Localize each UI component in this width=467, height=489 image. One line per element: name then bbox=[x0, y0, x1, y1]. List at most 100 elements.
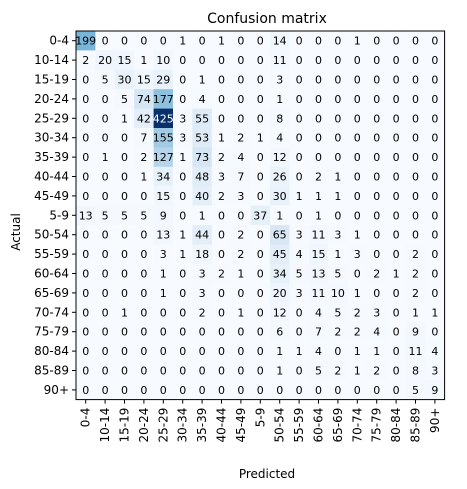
heatmap-cell bbox=[270, 341, 290, 362]
heatmap-cell bbox=[328, 128, 349, 148]
cell-value: 0 bbox=[218, 112, 225, 125]
heatmap-cell bbox=[153, 205, 174, 226]
cell-value: 0 bbox=[393, 345, 400, 358]
heatmap-cell bbox=[270, 128, 290, 148]
heatmap-cell bbox=[347, 128, 368, 148]
cell-value: 0 bbox=[296, 54, 303, 67]
heatmap-cell bbox=[192, 166, 213, 187]
cell-value: 5 bbox=[334, 306, 341, 319]
cell-value: 0 bbox=[237, 209, 244, 222]
cell-value: 1 bbox=[296, 190, 303, 203]
cell-value: 1 bbox=[237, 268, 244, 281]
cell-value: 40 bbox=[195, 190, 209, 203]
heatmap-cell bbox=[231, 50, 252, 71]
heatmap-cell bbox=[95, 50, 116, 71]
heatmap-cell bbox=[289, 263, 310, 284]
heatmap-cell bbox=[308, 166, 329, 187]
cell-value: 0 bbox=[160, 306, 167, 319]
heatmap-cell bbox=[405, 302, 426, 323]
heatmap-cell bbox=[95, 322, 116, 342]
heatmap-cell bbox=[367, 380, 387, 401]
cell-value: 0 bbox=[179, 54, 186, 67]
y-tick-label: 30-34 bbox=[34, 131, 69, 145]
heatmap-cell bbox=[76, 225, 96, 245]
cell-value: 0 bbox=[140, 229, 147, 242]
cell-value: 15 bbox=[137, 74, 151, 87]
cell-value: 0 bbox=[179, 74, 186, 87]
heatmap-cell bbox=[367, 225, 387, 245]
cell-value: 0 bbox=[199, 326, 206, 339]
heatmap-cell bbox=[386, 50, 407, 71]
heatmap-cell bbox=[308, 186, 329, 207]
heatmap-cell bbox=[347, 50, 368, 71]
heatmap-cell bbox=[425, 302, 446, 323]
cell-value: 0 bbox=[412, 112, 419, 125]
cell-value: 5 bbox=[102, 209, 109, 222]
heatmap-cell bbox=[308, 302, 329, 323]
cell-value: 1 bbox=[354, 35, 361, 48]
heatmap-cell bbox=[386, 380, 407, 401]
heatmap-cell bbox=[153, 244, 174, 265]
cell-value: 0 bbox=[393, 229, 400, 242]
heatmap-cell bbox=[405, 69, 426, 90]
cell-value: 0 bbox=[179, 306, 186, 319]
heatmap-cell bbox=[386, 225, 407, 245]
cell-value: 0 bbox=[334, 54, 341, 67]
heatmap-cell bbox=[153, 69, 174, 90]
cell-value: 1 bbox=[354, 287, 361, 300]
heatmap-cell bbox=[405, 108, 426, 129]
cell-value: 1 bbox=[276, 345, 283, 358]
y-tick-label: 80-84 bbox=[34, 344, 69, 358]
cell-value: 0 bbox=[140, 268, 147, 281]
cell-value: 5 bbox=[334, 268, 341, 281]
cell-value: 15 bbox=[118, 54, 132, 67]
x-tick-label: 15-19 bbox=[118, 408, 132, 443]
heatmap-cell bbox=[134, 31, 155, 51]
y-tick-label: 35-39 bbox=[34, 150, 69, 164]
cell-value: 12 bbox=[273, 306, 287, 319]
heatmap-cell bbox=[192, 283, 213, 304]
cell-value: 2 bbox=[354, 306, 361, 319]
heatmap-cell bbox=[386, 89, 407, 110]
heatmap-cell bbox=[405, 31, 426, 51]
heatmap-cell bbox=[153, 225, 174, 245]
heatmap-cell bbox=[308, 205, 329, 226]
heatmap-cell bbox=[289, 50, 310, 71]
cell-value: 0 bbox=[82, 248, 89, 261]
cell-value: 0 bbox=[160, 345, 167, 358]
heatmap-cell bbox=[95, 205, 116, 226]
cell-value: 3 bbox=[179, 132, 186, 145]
heatmap-cell bbox=[134, 50, 155, 71]
cell-value: 0 bbox=[315, 112, 322, 125]
cell-value: 8 bbox=[276, 112, 283, 125]
cell-value: 177 bbox=[153, 93, 174, 106]
heatmap-cell bbox=[386, 322, 407, 342]
heatmap-cell bbox=[211, 205, 232, 226]
heatmap-cell bbox=[367, 128, 387, 148]
heatmap-cell bbox=[347, 69, 368, 90]
heatmap-cell bbox=[250, 147, 271, 168]
heatmap-cell bbox=[289, 244, 310, 265]
heatmap-cell bbox=[192, 186, 213, 207]
cell-value: 2 bbox=[412, 248, 419, 261]
cell-value: 0 bbox=[354, 54, 361, 67]
cell-value: 2 bbox=[199, 306, 206, 319]
heatmap-cell bbox=[76, 360, 96, 381]
heatmap-cell bbox=[386, 108, 407, 129]
heatmap-cell bbox=[95, 283, 116, 304]
cell-value: 13 bbox=[156, 229, 170, 242]
cell-value: 0 bbox=[160, 35, 167, 48]
cell-value: 1 bbox=[199, 74, 206, 87]
heatmap-cell bbox=[231, 302, 252, 323]
heatmap-cell bbox=[367, 302, 387, 323]
x-tick-label: 45-49 bbox=[234, 408, 248, 443]
heatmap-cell bbox=[367, 244, 387, 265]
heatmap-cell bbox=[192, 89, 213, 110]
cell-value: 0 bbox=[412, 151, 419, 164]
heatmap-cell bbox=[347, 89, 368, 110]
heatmap-cell bbox=[367, 108, 387, 129]
cell-value: 0 bbox=[121, 326, 128, 339]
heatmap-cell bbox=[289, 147, 310, 168]
cell-value: 0 bbox=[431, 35, 438, 48]
cell-value: 0 bbox=[296, 171, 303, 184]
